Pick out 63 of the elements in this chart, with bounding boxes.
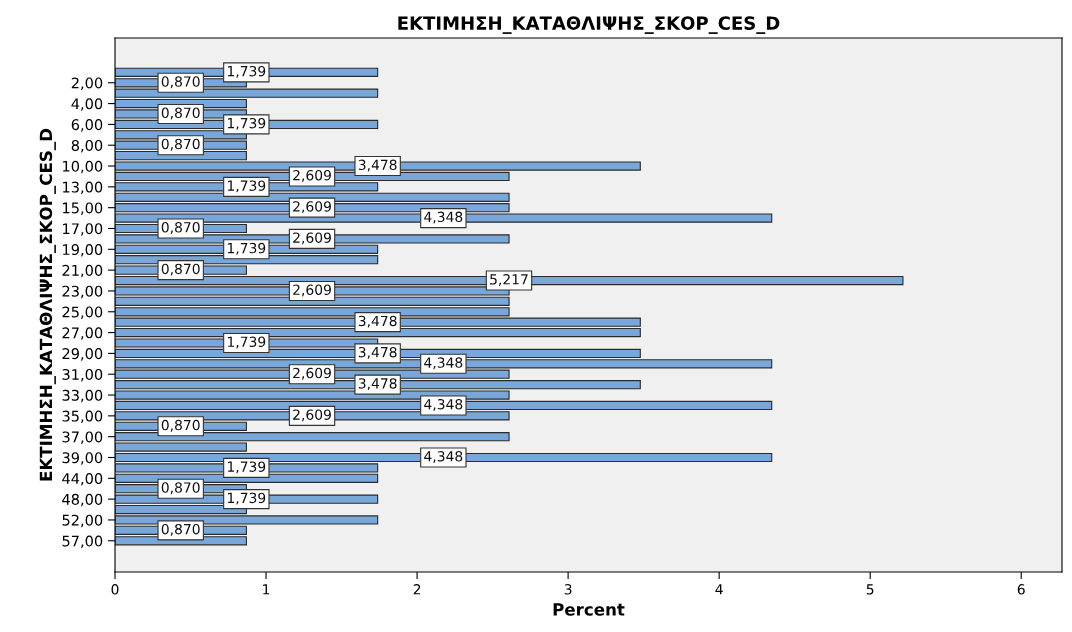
chart-title: ΕΚΤΙΜΗΣΗ_ΚΑΤΑΘΛΙΨΗΣ_ΣΚΟΡ_CES_D [398,16,780,34]
x-axis-title: Percent [553,603,625,616]
data-label: 1,739 [227,65,266,78]
data-label: 3,478 [358,346,397,359]
y-tick-label: 48,00 [62,493,103,507]
data-label: 2,609 [293,201,331,214]
data-label: 0,870 [161,107,200,120]
data-label: 4,348 [424,398,463,411]
y-tick-label: 37,00 [62,431,103,444]
data-label: 3,478 [358,378,397,391]
data-label: 1,739 [227,336,266,349]
y-tick-label: 29,00 [62,348,103,361]
y-tick-label: 23,00 [62,285,103,299]
data-label: 1,739 [227,180,266,193]
y-tick-label: 31,00 [62,368,103,382]
data-label: 0,870 [161,76,200,89]
data-label: 4,348 [424,357,463,370]
y-tick-label: 21,00 [62,264,103,278]
y-tick-label: 57,00 [62,535,103,549]
data-label: 1,739 [227,242,266,255]
data-label: 0,870 [161,263,200,276]
y-tick-label: 13,00 [63,181,103,195]
x-tick-label: 1 [263,584,270,595]
data-label: 4,348 [424,451,463,463]
data-label: 4,348 [424,211,463,224]
y-tick-label: 33,00 [62,389,103,403]
data-label: 1,739 [227,492,266,505]
y-tick-label: 52,00 [62,514,103,528]
x-tick-label: 5 [866,584,874,595]
data-label: 2,609 [293,409,331,422]
data-label: 3,478 [358,159,397,172]
x-tick-label: 0 [111,584,119,595]
data-label: 0,870 [161,222,200,234]
x-tick-label: 2 [413,584,421,595]
y-tick-label: 27,00 [62,327,103,340]
y-tick-label: 2,00 [71,77,103,90]
x-tick-label: 3 [564,584,572,595]
data-label: 2,609 [293,232,331,245]
x-tick-label: 6 [1017,584,1025,595]
y-tick-label: 17,00 [63,223,103,236]
data-label: 3,478 [358,315,397,328]
data-label: 2,609 [293,284,331,297]
y-tick-label: 44,00 [62,473,103,486]
data-label: 0,870 [161,138,200,151]
y-tick-label: 15,00 [63,202,103,215]
y-tick-label: 8,00 [71,139,103,153]
y-tick-label: 4,00 [71,98,103,111]
y-tick-label: 19,00 [63,244,103,257]
y-tick-label: 10,00 [63,160,103,174]
data-label: 2,609 [293,169,331,182]
data-label: 5,217 [490,274,528,286]
data-label: 1,739 [227,117,266,130]
y-tick-label: 25,00 [62,306,103,319]
y-tick-label: 39,00 [62,452,103,465]
y-tick-label: 6,00 [71,119,103,132]
x-tick-label: 4 [715,584,723,595]
data-label: 1,739 [227,461,266,474]
y-tick-label: 35,00 [62,410,103,424]
data-label: 0,870 [161,523,200,536]
data-label: 2,609 [293,367,331,380]
y-axis-title: ΕΚΤΙΜΗΣΗ_ΚΑΤΑΘΛΙΨΗΣ_ΣΚΟΡ_CES_D [39,128,56,481]
data-label: 0,870 [161,482,200,495]
data-label: 0,870 [161,419,200,432]
